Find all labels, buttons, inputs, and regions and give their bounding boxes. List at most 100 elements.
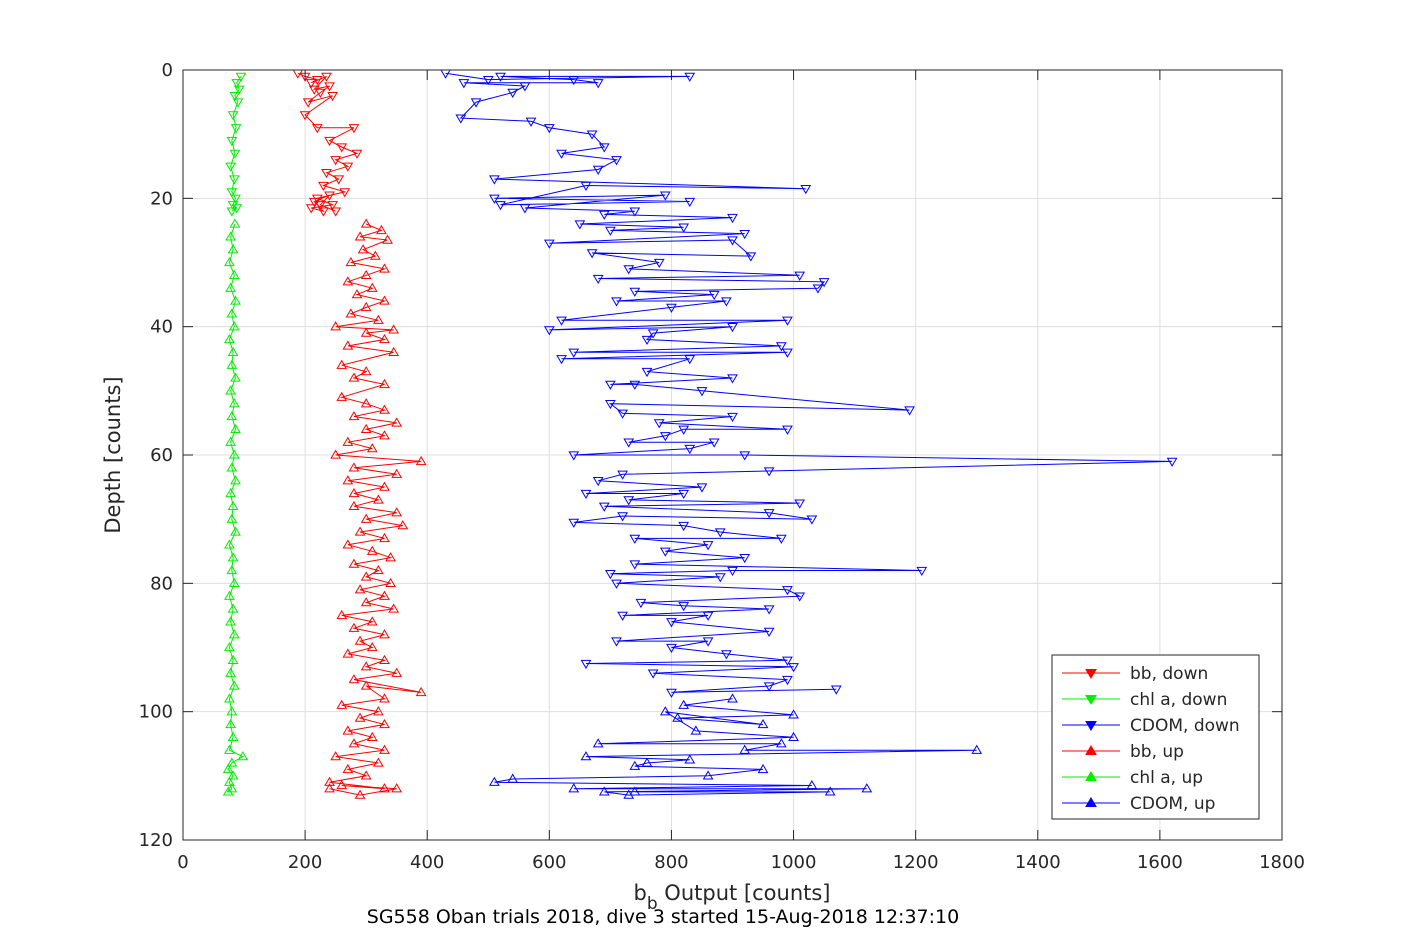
data-point: [229, 218, 241, 228]
series-cdom-up: [489, 693, 983, 799]
data-point: [592, 477, 604, 487]
data-point: [379, 404, 390, 414]
data-point: [379, 629, 390, 639]
data-point: [696, 387, 708, 397]
data-point: [336, 609, 348, 620]
data-point: [330, 207, 342, 217]
data-point: [327, 92, 338, 102]
data-point: [721, 297, 732, 307]
data-point: [354, 789, 366, 799]
data-point: [321, 72, 332, 82]
data-point: [225, 488, 236, 498]
series-chl-a-up: [222, 218, 249, 796]
series-line: [227, 223, 244, 793]
data-point: [379, 693, 390, 703]
data-point: [226, 565, 238, 575]
data-point: [739, 229, 751, 240]
series-line: [329, 223, 422, 796]
series-chl-a-down: [225, 72, 247, 217]
data-point: [586, 249, 598, 259]
data-point: [357, 244, 369, 254]
data-point: [225, 436, 236, 446]
data-point: [360, 571, 372, 581]
data-point: [321, 169, 332, 179]
data-point: [580, 751, 592, 761]
data-point: [226, 513, 238, 523]
data-point: [568, 518, 580, 528]
data-point: [617, 409, 628, 419]
data-point: [666, 688, 677, 698]
data-point: [373, 706, 384, 716]
data-point: [342, 276, 354, 286]
x-tick-label: 600: [532, 852, 566, 873]
data-point: [360, 423, 372, 433]
data-point: [598, 210, 610, 220]
data-point: [345, 308, 357, 318]
data-point: [227, 244, 239, 254]
data-point: [324, 191, 335, 201]
data-point: [224, 642, 235, 652]
data-point: [373, 757, 384, 767]
data-point: [678, 425, 690, 435]
data-point: [333, 175, 345, 185]
x-tick-label: 800: [654, 852, 688, 873]
data-point: [727, 236, 738, 246]
data-point: [351, 289, 363, 299]
data-point: [611, 579, 622, 589]
data-point: [727, 566, 738, 576]
data-point: [228, 398, 240, 408]
x-tick-label: 1800: [1259, 852, 1305, 873]
data-point: [348, 558, 360, 568]
data-point: [455, 114, 467, 124]
data-point: [226, 757, 238, 767]
data-point: [360, 218, 372, 228]
data-point: [641, 367, 653, 378]
chart-title: SG558 Oban trials 2018, dive 3 started 1…: [367, 906, 959, 928]
legend-label: bb, up: [1130, 742, 1184, 762]
data-point: [519, 204, 531, 214]
data-point: [696, 483, 708, 493]
data-point: [230, 194, 241, 204]
data-point: [659, 547, 671, 557]
legend-box: [1051, 654, 1260, 820]
x-tick-label: 0: [177, 852, 188, 873]
data-point: [385, 577, 396, 587]
legend-marker: [1085, 721, 1097, 731]
data-point: [354, 712, 366, 722]
data-point: [360, 301, 372, 312]
data-point: [714, 528, 726, 538]
data-point: [305, 204, 317, 214]
data-point: [330, 156, 342, 166]
data-point: [342, 725, 354, 735]
data-point: [225, 282, 236, 292]
data-point: [318, 181, 329, 191]
data-point: [556, 316, 567, 326]
data-point: [678, 223, 690, 233]
data-point: [659, 191, 671, 201]
data-point: [580, 659, 592, 670]
data-point: [348, 462, 360, 472]
data-point: [721, 650, 732, 660]
data-point: [495, 201, 506, 211]
data-point: [653, 258, 665, 268]
data-point: [231, 204, 243, 214]
data-point: [311, 194, 323, 204]
data-point: [348, 488, 360, 498]
y-tick-label: 40: [150, 317, 173, 338]
data-point: [684, 444, 696, 455]
data-point: [360, 513, 372, 523]
data-point: [373, 494, 384, 504]
data-point: [369, 250, 381, 260]
data-point: [354, 526, 366, 536]
data-point: [788, 663, 799, 673]
data-point: [775, 534, 787, 544]
data-point: [763, 509, 775, 519]
data-point: [684, 754, 696, 764]
data-point: [794, 499, 806, 509]
data-point: [629, 560, 641, 570]
data-point: [305, 79, 317, 89]
data-point: [354, 635, 366, 645]
data-point: [739, 554, 751, 564]
data-point: [226, 207, 238, 217]
data-point: [861, 783, 873, 793]
